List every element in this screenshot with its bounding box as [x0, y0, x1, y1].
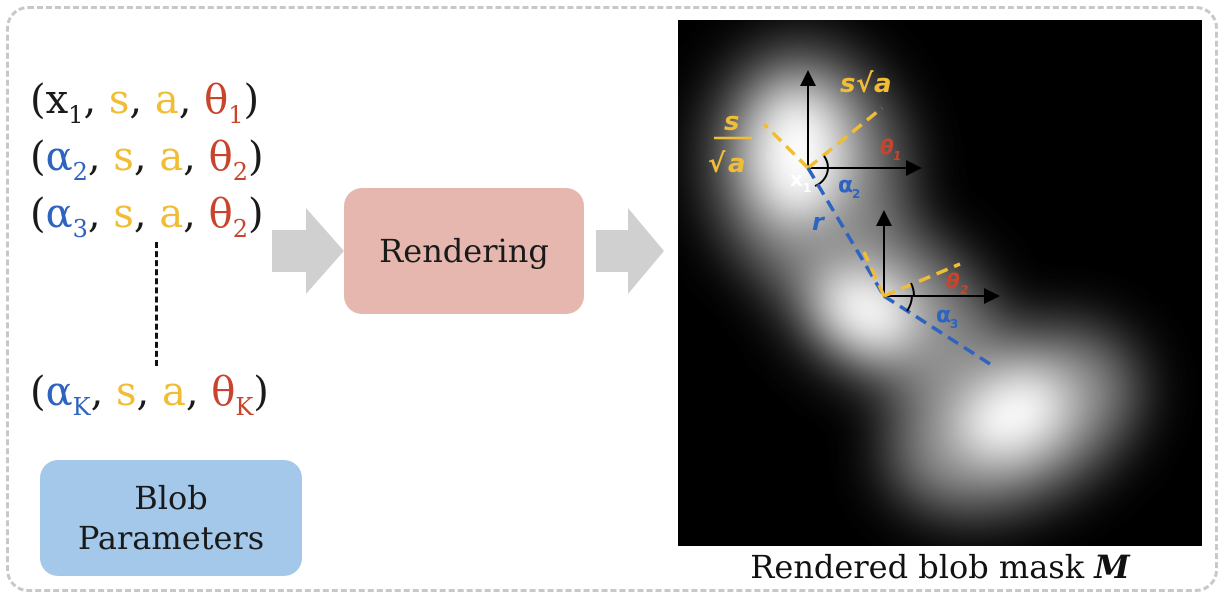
- sep: ,: [185, 369, 212, 415]
- label-alpha3-sub: 3: [950, 317, 958, 331]
- sep: ,: [133, 191, 160, 237]
- param-row-k: (αK, s, a, θK): [30, 372, 269, 419]
- sep: ,: [87, 134, 114, 180]
- label-x1: x: [790, 167, 803, 191]
- param-s: s: [113, 134, 134, 180]
- param-row-3: (α3, s, a, θ2): [30, 194, 264, 241]
- open-paren: (: [30, 191, 46, 237]
- param-s: s: [116, 369, 137, 415]
- param-s: s: [108, 77, 130, 123]
- blob-2-core: [821, 270, 915, 350]
- sqrt-symbol: √: [708, 149, 726, 179]
- label-s-sqrt-a-s: s: [840, 69, 855, 99]
- param-s: s: [113, 191, 134, 237]
- param-row-1: (x1, s, a, θ1): [30, 80, 259, 127]
- param-a: a: [154, 77, 179, 123]
- label-alpha3: α: [936, 303, 951, 328]
- sep: ,: [83, 77, 109, 123]
- param-alpha: α: [45, 369, 73, 415]
- blob-3-core: [960, 373, 1066, 457]
- mask-caption: Rendered blob mask M: [678, 548, 1202, 586]
- sep: ,: [183, 134, 209, 180]
- param-alpha: α: [45, 191, 73, 237]
- sep: ,: [129, 77, 155, 123]
- label-s-over-sqrt-a-s: s: [724, 107, 739, 137]
- angle-arc-alpha3: [906, 295, 913, 312]
- label-s-sqrt-a-a: a: [874, 69, 892, 99]
- param-theta: θ: [211, 369, 236, 415]
- blob-parameters-label-line2: Parameters: [77, 519, 265, 557]
- param-alpha-sub: K: [72, 393, 91, 421]
- param-theta-sub: 2: [232, 158, 248, 186]
- label-s-over-sqrt-a-a: a: [728, 149, 746, 179]
- param-theta-sub: 1: [228, 101, 244, 129]
- param-alpha-sub: 2: [72, 158, 88, 186]
- major-axis-2: [883, 262, 961, 298]
- sep: ,: [87, 191, 114, 237]
- rendering-label: Rendering: [379, 232, 549, 270]
- param-theta-sub: 2: [232, 215, 248, 243]
- major-axis-1: [806, 106, 884, 170]
- label-x1-sub: 1: [803, 181, 811, 195]
- sep: ,: [136, 369, 162, 415]
- blob-1-core: [753, 90, 843, 220]
- blob-core-group: [753, 90, 1066, 457]
- param-a: a: [159, 191, 184, 237]
- sep: ,: [178, 77, 205, 123]
- blob-parameters-box: Blob Parameters: [40, 460, 302, 576]
- sqrt-symbol: √: [856, 69, 874, 99]
- arrow-right-icon: [596, 208, 664, 294]
- angle-arc-theta2: [910, 282, 915, 297]
- blob-parameters-label-line1: Blob: [134, 479, 208, 517]
- caption-symbol: M: [1094, 548, 1130, 586]
- label-alpha2: α: [838, 173, 853, 198]
- chain-segment-r: [806, 167, 886, 297]
- param-theta: θ: [208, 134, 233, 180]
- param-x: x: [45, 77, 69, 123]
- open-paren: (: [30, 77, 46, 123]
- param-alpha: α: [45, 134, 73, 180]
- chain-segment-3: [883, 294, 991, 366]
- rendered-blob-mask: s √ a s √ a θ 1 x 1 α 2 r θ 2 α 3: [678, 20, 1202, 546]
- label-theta1: θ: [880, 135, 894, 159]
- label-theta2: θ: [946, 269, 960, 293]
- sep: ,: [183, 191, 209, 237]
- sep: ,: [133, 134, 160, 180]
- param-theta-sub: K: [235, 393, 254, 421]
- param-x-sub: 1: [68, 101, 84, 129]
- param-a: a: [161, 369, 186, 415]
- arrow-right-icon: [272, 208, 344, 294]
- minor-axis-1: [762, 122, 810, 170]
- close-paren: ): [247, 134, 264, 180]
- label-theta1-sub: 1: [893, 149, 901, 163]
- minor-axis-2: [862, 251, 886, 297]
- caption-text: Rendered blob mask: [750, 548, 1095, 586]
- close-paren: ): [247, 191, 264, 237]
- param-alpha-sub: 3: [72, 215, 88, 243]
- param-theta: θ: [208, 191, 233, 237]
- close-paren: ): [243, 77, 260, 123]
- angle-arc-theta1: [823, 155, 829, 169]
- close-paren: ): [253, 369, 269, 415]
- label-r: r: [812, 208, 826, 236]
- param-a: a: [159, 134, 184, 180]
- ellipsis-dashed-line: [155, 242, 158, 366]
- open-paren: (: [30, 134, 46, 180]
- dashed-frame: [6, 6, 1218, 592]
- open-paren: (: [30, 369, 46, 415]
- rendering-box: Rendering: [344, 188, 584, 314]
- param-row-2: (α2, s, a, θ2): [30, 137, 264, 184]
- label-theta2-sub: 2: [960, 283, 968, 297]
- param-theta: θ: [204, 77, 229, 123]
- label-alpha2-sub: 2: [852, 187, 860, 201]
- sep: ,: [90, 369, 116, 415]
